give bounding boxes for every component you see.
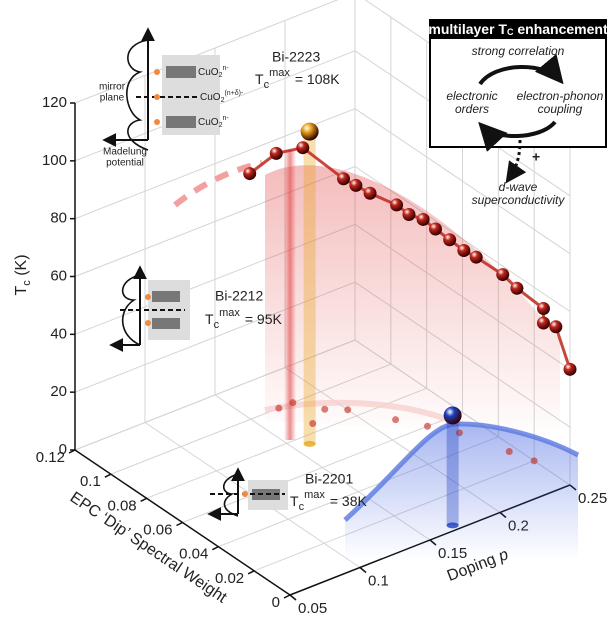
madelung-label: potential (106, 158, 144, 169)
data-point (563, 362, 577, 376)
floor-spot (303, 440, 316, 447)
data-point (402, 207, 416, 221)
data-point (443, 406, 462, 425)
tick-mark (176, 521, 183, 527)
data-point (296, 141, 310, 155)
tcmax-bi2223: Tcmax = 108K (255, 67, 340, 91)
inset-top: strong correlation (472, 44, 565, 58)
data-point (455, 429, 463, 437)
data-point (457, 244, 471, 258)
label-bi2212: Bi-2212 (215, 288, 263, 304)
floor-spot (446, 522, 459, 529)
tick-mark (140, 497, 148, 503)
red-plane (265, 165, 560, 440)
z-tick-label: 0 (59, 441, 67, 458)
tick-mark (104, 473, 112, 478)
data-point (496, 268, 510, 282)
glow-bar (303, 131, 316, 444)
inset-title: multilayer TC enhancement (428, 21, 608, 38)
data-point (243, 167, 257, 181)
tick-mark (211, 545, 219, 551)
data-point (363, 186, 377, 200)
z-tick-label: 40 (50, 325, 67, 342)
data-point (321, 405, 329, 413)
mirror-label: mirror (99, 82, 126, 93)
z-tick-label: 60 (50, 267, 67, 284)
tcmax-bi2201: Tcmax = 38K (290, 489, 367, 513)
z-tick-label: 100 (42, 152, 67, 169)
label-bi2223: Bi-2223 (272, 49, 320, 65)
grid-line (182, 412, 463, 523)
x-tick-label: 0.05 (298, 600, 327, 617)
data-point (549, 320, 563, 334)
y-tick-label: 0.02 (215, 570, 244, 587)
y-tick-label: 0 (272, 594, 280, 611)
layer-label: CuO2n- (198, 65, 229, 79)
data-point (416, 212, 430, 226)
data-point (269, 146, 283, 160)
data-point (392, 416, 400, 424)
y-tick-label: 0.06 (143, 521, 172, 538)
layer-label: CuO2(n+δ)- (200, 90, 244, 104)
y-tick-label: 0.04 (179, 546, 208, 563)
data-point (510, 281, 524, 295)
plus: + (532, 149, 540, 165)
tcmax-bi2212: Tcmax = 95K (205, 307, 282, 331)
madelung-label: Madelung (103, 147, 147, 158)
z-tick-label: 120 (42, 94, 67, 111)
inset: multilayer TC enhancement strong correla… (428, 19, 608, 184)
inset-left: orders (455, 102, 489, 116)
tick-mark (247, 570, 255, 575)
data-point (536, 302, 550, 316)
z-tick-label: 80 (50, 210, 67, 227)
data-point (530, 457, 538, 465)
schematic-trilayer: CuO2n- CuO2(n+δ)- CuO2n- mirror plane Ma… (99, 27, 244, 169)
tick-mark (289, 594, 297, 601)
mirror-label: plane (100, 93, 125, 104)
data-point (300, 122, 319, 141)
data-point (349, 178, 363, 192)
grid-line (74, 0, 339, 104)
data-point (443, 233, 457, 247)
data (243, 122, 577, 529)
schematic-bilayer (109, 265, 190, 352)
z-tick-label: 20 (50, 383, 67, 400)
inset-bottom: d-wave (499, 180, 538, 194)
glow-bar (446, 415, 459, 526)
inset-right: coupling (538, 102, 583, 116)
label-bi2201: Bi-2201 (305, 471, 353, 487)
data-point (309, 420, 317, 428)
y-tick-label: 0.12 (36, 449, 65, 466)
data-point (424, 422, 431, 430)
tick-mark (359, 566, 367, 574)
schematic-monolayer (207, 467, 288, 521)
dome-extension (173, 160, 263, 208)
x-tick-label: 0.25 (578, 490, 607, 507)
data-point (505, 448, 513, 455)
data-point (390, 198, 404, 212)
inset-right: electron-phonon (517, 89, 604, 103)
layer-label: CuO2n- (198, 115, 229, 129)
tick-mark (283, 594, 291, 599)
y-tick-label: 0.08 (107, 497, 136, 514)
blue-plane (345, 423, 578, 560)
inset-bottom: superconductivity (472, 193, 566, 207)
data-point (337, 172, 350, 186)
data-point (429, 222, 442, 236)
red-glow (284, 150, 296, 440)
x-tick-label: 0.1 (368, 572, 389, 589)
data-point (469, 250, 483, 264)
y-tick-label: 0.1 (80, 473, 101, 490)
grid-line (354, 108, 571, 255)
data-point (275, 404, 283, 412)
data-point (289, 399, 297, 407)
inset-left: electronic (446, 89, 497, 103)
z-axis-label: Tc (K) (13, 254, 33, 295)
data-point (536, 316, 550, 330)
data-point (344, 406, 352, 414)
